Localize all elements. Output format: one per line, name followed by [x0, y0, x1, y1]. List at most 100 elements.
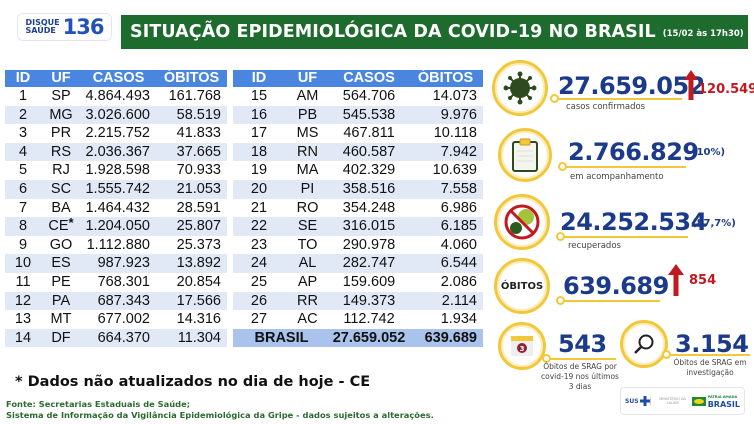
cell-uf: PI: [285, 179, 330, 199]
cell-casos-text: 112.742: [343, 311, 395, 328]
srag-investigation-underline: [666, 354, 750, 356]
cell-uf-text: MS: [296, 125, 319, 142]
cell-uf: PE: [41, 273, 81, 292]
clipboard-icon: [512, 138, 538, 172]
confirmed-value: 27.659.052: [558, 72, 705, 100]
srag-investigation-label-line: investigação: [686, 368, 734, 377]
total-row: BRASIL 27.659.052 639.689: [233, 328, 483, 348]
cell-uf-text: BA: [51, 199, 71, 216]
cell-obitos-text: 6.544: [440, 255, 477, 272]
recovered-label: recuperados: [568, 241, 621, 251]
srag-investigation-label-line: Óbitos de SRAG em: [673, 358, 747, 367]
table-row: 1 SP 4.864.493 161.768: [5, 87, 227, 106]
cell-casos: 467.811: [330, 124, 408, 143]
cell-casos: 677.002: [81, 310, 156, 329]
cell-obitos: 14.316: [156, 310, 227, 329]
cell-obitos-text: 13.892: [176, 255, 221, 272]
cell-id: 24: [233, 254, 285, 273]
logo-number: 136: [62, 15, 105, 39]
cell-casos-text: 3.026.600: [85, 106, 150, 123]
cell-uf-text: CE: [48, 218, 69, 235]
table-row: 11 PE 768.301 20.854: [5, 273, 227, 292]
cell-uf-text: GO: [49, 236, 73, 253]
cell-id: 13: [5, 310, 41, 329]
col-obitos: ÓBITOS: [408, 70, 483, 87]
sus-logo: SUS: [625, 396, 650, 406]
brasil-text: BRASIL: [707, 400, 740, 409]
cell-casos-text: 687.343: [97, 292, 150, 309]
cell-uf-text: RN: [297, 143, 318, 160]
table-row: 21 RO 354.248 6.986: [233, 199, 483, 218]
table-row: 8 CE* 1.204.050 25.807: [5, 216, 227, 236]
states-table-right: ID UF CASOS ÓBITOS 15 AM 564.706 14.073 16 PB…: [233, 70, 483, 348]
cell-casos: 564.706: [330, 87, 408, 106]
cell-casos-text: 1.555.742: [85, 180, 150, 197]
cell-uf-text: RJ: [52, 162, 70, 179]
cell-id: 23: [233, 236, 285, 255]
col-obitos: ÓBITOS: [156, 70, 227, 87]
no-virus-icon: [504, 204, 540, 240]
cell-uf-text: MT: [50, 311, 72, 328]
monitoring-icon-ring: [498, 128, 552, 182]
cell-obitos: 41.833: [156, 124, 227, 143]
cell-obitos-text: 17.566: [176, 292, 221, 309]
srag-recent-label-line: 3 dias: [568, 382, 592, 391]
cell-obitos: 28.591: [156, 199, 227, 218]
cell-id-text: 14: [14, 329, 32, 346]
cell-casos: 1.112.880: [81, 236, 156, 255]
cell-uf: CE*: [41, 216, 81, 236]
table-row: 7 BA 1.464.432 28.591: [5, 199, 227, 218]
srag-investigation-dot: [662, 350, 671, 359]
cell-casos-text: 467.811: [343, 125, 395, 142]
cell-uf: MS: [285, 124, 330, 143]
arrow-up-icon: [668, 264, 684, 296]
cell-id: 8: [5, 217, 41, 236]
monitoring-label: em acompanhamento: [570, 172, 664, 182]
cell-obitos: 2.114: [408, 291, 483, 311]
confirmed-delta: 120.549: [698, 82, 754, 97]
cell-casos: 282.747: [330, 254, 408, 273]
cell-id-text: 7: [18, 199, 28, 216]
timestamp: (15/02 às 17h30): [662, 29, 744, 39]
table-row: 2 MG 3.026.600 58.519: [5, 105, 227, 125]
table-row: 26 RR 149.373 2.114: [233, 291, 483, 311]
cell-casos-text: 358.516: [342, 180, 396, 197]
monitoring-pct: (10%): [692, 147, 726, 158]
cell-casos: 545.538: [330, 105, 408, 125]
cell-uf: BA: [41, 199, 81, 218]
cell-casos: 159.609: [330, 273, 408, 292]
cell-id-text: 24: [250, 255, 268, 272]
cell-id: 21: [233, 199, 285, 218]
logo-text: DISQUE SAÚDE: [26, 19, 60, 35]
cell-obitos: 20.854: [156, 273, 227, 292]
cell-id-text: 9: [18, 236, 28, 253]
cell-uf-text: PB: [297, 106, 318, 123]
deaths-value: 639.689: [563, 272, 669, 300]
cell-id-text: 15: [250, 88, 268, 104]
footnote: * Dados não atualizados no dia de hoje -…: [15, 374, 371, 390]
table-row: 10 ES 987.923 13.892: [5, 254, 227, 273]
cell-id-text: 8: [18, 218, 28, 235]
cell-id: 12: [5, 291, 41, 311]
cell-id-text: 5: [18, 162, 28, 179]
cell-obitos-text: 2.114: [441, 292, 477, 309]
table-row: 13 MT 677.002 14.316: [5, 310, 227, 329]
cell-uf-text: TO: [297, 236, 318, 253]
cell-casos-text: 354.248: [342, 199, 396, 216]
cell-id-text: 21: [250, 199, 268, 216]
cell-id-text: 10: [14, 255, 32, 272]
cell-obitos: 17.566: [156, 291, 227, 311]
cell-uf-text: MA: [296, 162, 319, 179]
cell-casos: 1.555.742: [81, 179, 156, 199]
cell-id: 6: [5, 179, 41, 199]
cell-uf: TO: [285, 236, 330, 255]
cell-uf: AP: [285, 273, 330, 292]
cell-uf: SE: [285, 217, 330, 236]
cell-id: 20: [233, 179, 285, 199]
cell-obitos-text: 70.933: [176, 162, 221, 179]
cell-uf-text: AL: [298, 255, 317, 272]
cell-casos: 460.587: [330, 142, 408, 162]
table-row: 25 AP 159.609 2.086: [233, 273, 483, 292]
magnifier-icon: [634, 334, 654, 354]
cell-id-text: 17: [250, 125, 268, 142]
